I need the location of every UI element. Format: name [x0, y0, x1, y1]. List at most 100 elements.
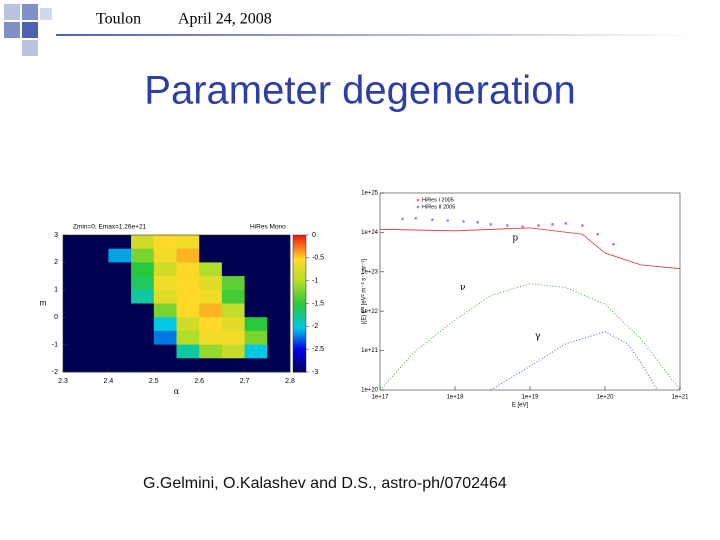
y-tick-label: 2 — [54, 259, 58, 266]
heat-cell — [153, 344, 177, 359]
colorbar-step — [293, 269, 306, 273]
heat-cell — [221, 235, 245, 249]
heat-cell — [267, 248, 291, 263]
colorbar-step — [293, 328, 306, 332]
colorbar-step — [293, 335, 306, 339]
colorbar-step — [293, 326, 306, 330]
x-tick-label: 1e+21 — [672, 395, 690, 401]
heat-cell — [108, 344, 132, 359]
heat-cell — [108, 276, 132, 291]
heat-cell — [244, 317, 268, 332]
colorbar-step — [293, 340, 306, 343]
heat-cell — [267, 303, 291, 318]
heat-cell — [244, 235, 268, 249]
heat-cell — [153, 235, 177, 249]
colorbar-step — [293, 308, 306, 311]
colorbar-step — [293, 250, 306, 254]
colorbar-step — [293, 278, 306, 282]
heat-cell — [176, 289, 200, 304]
colorbar-step — [293, 264, 306, 268]
data-point — [596, 232, 600, 236]
heat-cell — [176, 317, 200, 332]
heat-cell — [176, 330, 200, 345]
colorbar-step — [293, 305, 306, 309]
spectrum-curve — [379, 283, 681, 391]
colorbar-step — [293, 356, 306, 359]
heat-cell — [153, 276, 177, 291]
heat-cell — [176, 248, 200, 263]
colorbar-step — [293, 301, 306, 304]
heat-cell — [221, 358, 245, 373]
data-point — [489, 223, 493, 226]
heat-cell — [85, 358, 109, 373]
colorbar-step — [293, 367, 306, 371]
colorbar-step — [293, 241, 306, 245]
heat-cell — [108, 330, 132, 345]
colorbar-step — [293, 260, 306, 263]
heat-cell — [267, 289, 291, 304]
data-point — [431, 218, 434, 222]
spectrum-curve — [379, 227, 681, 270]
colorbar-step — [293, 353, 306, 357]
heat-cell — [267, 317, 291, 332]
y-tick-label: 1e+21 — [361, 348, 379, 354]
heat-cell — [267, 235, 291, 249]
heat-cell — [108, 235, 132, 249]
colorbar-step — [293, 253, 306, 257]
heat-cell — [267, 276, 291, 291]
heat-cell — [153, 358, 177, 373]
colorbar-step — [293, 330, 306, 334]
heat-cell — [108, 289, 132, 304]
header-place: Toulon — [96, 11, 141, 28]
colorbar-step — [293, 289, 306, 293]
colorbar-step — [293, 362, 306, 366]
heat-cell — [244, 276, 268, 291]
colorbar-step — [293, 317, 306, 320]
y-tick-label: 1 — [54, 287, 58, 294]
data-point — [564, 222, 568, 225]
heat-cell — [153, 317, 177, 332]
header-date: April 24, 2008 — [178, 11, 272, 28]
colorbar-tick-label: -2.5 — [312, 346, 324, 353]
colorbar-step — [293, 271, 306, 275]
legend-marker — [416, 205, 420, 209]
heat-cell — [267, 358, 291, 373]
colorbar-step — [293, 273, 306, 277]
colorbar-tick-label: -1.5 — [312, 300, 324, 307]
colorbar-step — [293, 337, 306, 341]
heat-cell — [153, 330, 177, 345]
curve-label: p — [512, 234, 518, 244]
colorbar-step — [293, 246, 306, 250]
heat-cell — [244, 358, 268, 373]
heat-cell — [85, 248, 109, 263]
heat-cell — [108, 248, 132, 263]
colorbar-step — [293, 280, 306, 284]
heat-cell — [85, 303, 109, 318]
caption: G.Gelmini, O.Kalashev and D.S., astro-ph… — [143, 475, 507, 492]
heat-cell — [176, 235, 200, 249]
colorbar-step — [293, 262, 306, 266]
heat-cell — [221, 330, 245, 345]
colorbar-step — [293, 349, 306, 352]
header-rule — [56, 34, 696, 36]
heat-cell — [131, 330, 155, 345]
heat-cell — [131, 235, 155, 249]
colorbar-step — [293, 257, 306, 261]
colorbar-step — [293, 310, 306, 314]
heat-cell — [221, 262, 245, 277]
y-tick-label: 1e+22 — [361, 309, 379, 315]
heat-cell — [199, 317, 223, 332]
legend-label: HiRes II 2005 — [422, 204, 455, 210]
curve-label: γ — [535, 331, 540, 341]
heat-cell — [153, 248, 177, 263]
curve-label: ν — [460, 283, 465, 293]
y-tick-label: 1e+25 — [361, 191, 379, 197]
x-tick-label: 1e+20 — [597, 395, 615, 401]
heat-cell — [176, 303, 200, 318]
y-tick-label: 1e+23 — [361, 269, 379, 275]
plot-title: Zmin=0; Emax=1.26e+21 — [73, 224, 147, 231]
heat-cell — [63, 344, 86, 359]
legend-label: HiRes I 2005 — [422, 197, 454, 203]
heat-cell — [199, 289, 223, 304]
data-point — [506, 224, 509, 227]
